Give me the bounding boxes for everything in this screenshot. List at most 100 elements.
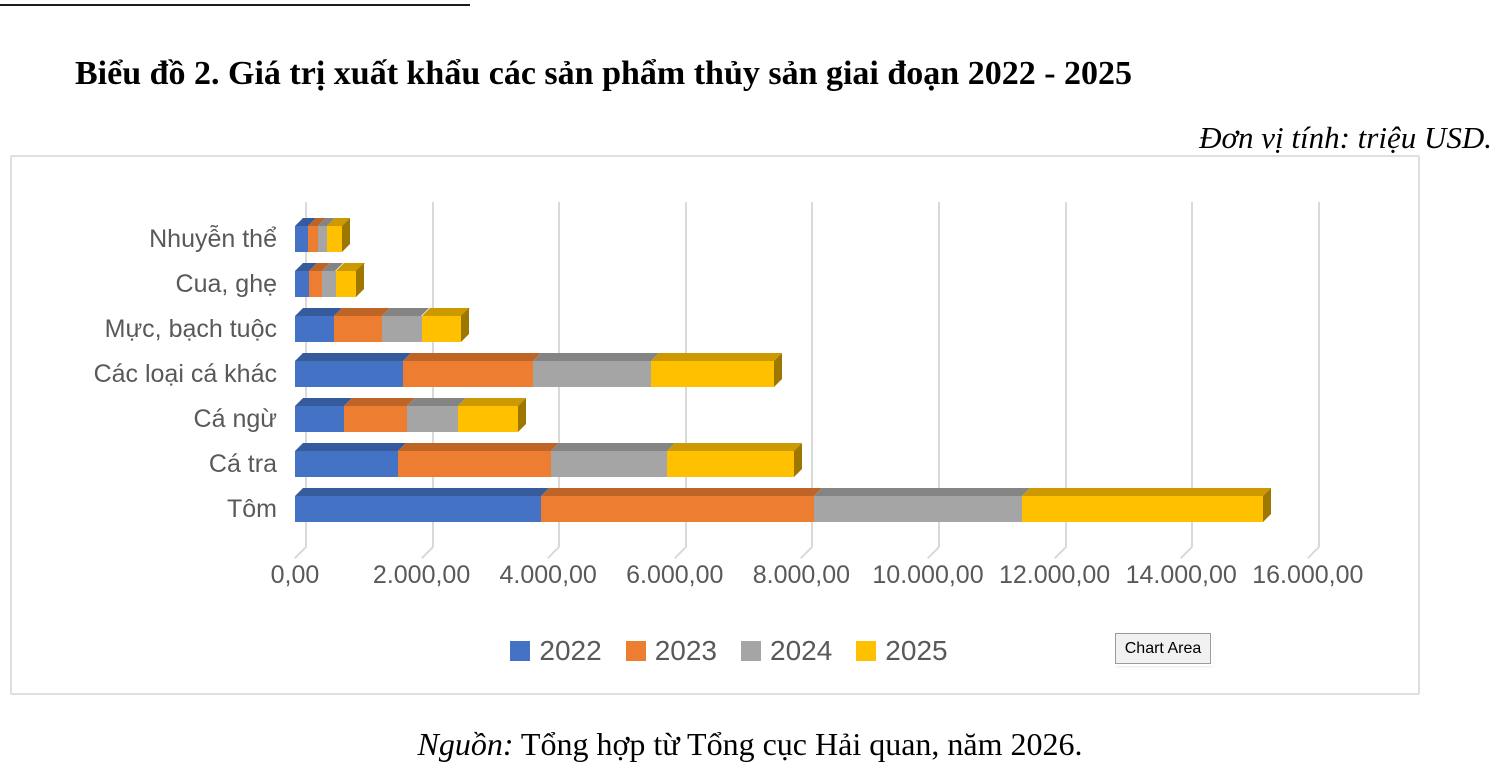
legend-label: 2023 bbox=[654, 635, 717, 666]
bar-segment-2023[interactable] bbox=[343, 398, 416, 432]
legend-swatch-icon bbox=[625, 641, 646, 661]
bar-segment-top-face bbox=[397, 443, 559, 451]
bar-segment-2023[interactable] bbox=[402, 353, 541, 387]
bar-segment-top-face bbox=[666, 443, 802, 451]
bar-segment-2025[interactable] bbox=[1022, 488, 1272, 522]
bar-row bbox=[12, 263, 1418, 297]
bar-end-cap bbox=[342, 218, 351, 252]
x-axis-tick-label: 6.000,00 bbox=[626, 561, 724, 589]
bar-segment-top-face bbox=[540, 488, 823, 496]
category-label: Nhuyễn thể bbox=[149, 225, 277, 253]
category-label: Cua, ghẹ bbox=[175, 270, 277, 298]
x-axis-tick-label: 16.000,00 bbox=[1252, 561, 1364, 589]
bar-row bbox=[12, 308, 1418, 342]
legend-item-2024[interactable]: 2024 bbox=[741, 635, 832, 667]
gridline-foot bbox=[673, 546, 687, 560]
bar-row bbox=[12, 218, 1418, 252]
bar-segment-2025[interactable] bbox=[457, 398, 526, 432]
bar-end-cap bbox=[356, 263, 365, 297]
bar-row bbox=[12, 488, 1418, 522]
x-axis-tick-label: 2.000,00 bbox=[372, 561, 471, 589]
bar-segment-2022[interactable] bbox=[295, 308, 343, 342]
legend-swatch-icon bbox=[510, 641, 531, 661]
legend-label: 2024 bbox=[770, 635, 833, 666]
source-text: Tổng hợp từ Tổng cục Hải quan, năm 2026. bbox=[513, 726, 1083, 762]
legend-swatch-icon bbox=[741, 641, 761, 661]
gridline-foot bbox=[420, 546, 434, 560]
gridline-foot bbox=[293, 546, 307, 560]
bar-segment-top-face bbox=[550, 443, 675, 451]
source-line: Nguồn: Tổng hợp từ Tổng cục Hải quan, nă… bbox=[0, 726, 1500, 763]
bar-segment-2025[interactable] bbox=[666, 443, 802, 477]
bar-segment-2022[interactable] bbox=[295, 488, 549, 522]
x-axis-tick-label: 14.000,00 bbox=[1125, 561, 1237, 589]
gridline bbox=[811, 202, 814, 547]
gridline-foot bbox=[547, 546, 560, 560]
legend-item-2023[interactable]: 2023 bbox=[625, 635, 717, 667]
legend-label: 2022 bbox=[539, 635, 602, 666]
bar-segment-top-face bbox=[457, 398, 526, 406]
bar-segment-top-face bbox=[814, 488, 1031, 496]
bar-segment-top-face bbox=[407, 398, 466, 406]
bar-segment-2025[interactable] bbox=[421, 308, 470, 342]
bar-segment-2024[interactable] bbox=[407, 398, 466, 432]
bar-segment-2022[interactable] bbox=[295, 353, 411, 387]
bar-segment-2024[interactable] bbox=[814, 488, 1031, 522]
bar-segment-2022[interactable] bbox=[295, 263, 317, 297]
gridline-foot bbox=[1053, 546, 1067, 560]
gridline-foot bbox=[800, 546, 814, 560]
bar-segment-2022[interactable] bbox=[295, 398, 352, 432]
bar-segment-2025[interactable] bbox=[650, 353, 782, 387]
bar-segment-top-face bbox=[402, 353, 541, 361]
bar-segment-2024[interactable] bbox=[533, 353, 659, 387]
bar-segment-top-face bbox=[650, 353, 782, 361]
bar-segment-2023[interactable] bbox=[307, 218, 326, 252]
bar-segment-2023[interactable] bbox=[334, 308, 391, 342]
top-border-line bbox=[0, 4, 470, 6]
bar-segment-2025[interactable] bbox=[335, 263, 365, 297]
bar-segment-2024[interactable] bbox=[322, 263, 344, 297]
unit-note: Đơn vị tính: triệu USD. bbox=[1199, 120, 1492, 155]
chart-area[interactable]: 2022 2023 2024 2025 Chart Area 0,00 2.000,00… bbox=[10, 155, 1420, 695]
bar-segment-2024[interactable] bbox=[550, 443, 675, 477]
bar-row bbox=[12, 398, 1418, 432]
bar-segment-top-face bbox=[343, 398, 416, 406]
bar-segment-2024[interactable] bbox=[317, 218, 336, 252]
bar-segment-2023[interactable] bbox=[397, 443, 559, 477]
bar-segment-2022[interactable] bbox=[295, 443, 406, 477]
source-prefix: Nguồn: bbox=[417, 726, 514, 762]
legend-item-2025[interactable]: 2025 bbox=[856, 635, 948, 667]
legend-swatch-icon bbox=[856, 641, 877, 661]
bar-segment-top-face bbox=[1022, 488, 1272, 496]
x-axis-tick-label: 0,00 bbox=[270, 561, 320, 589]
x-axis-tick-label: 12.000,00 bbox=[998, 561, 1111, 589]
bar-segment-2024[interactable] bbox=[382, 308, 430, 342]
category-label: Tôm bbox=[227, 495, 277, 523]
bar-end-cap bbox=[1263, 488, 1272, 522]
bar-segment-2025[interactable] bbox=[327, 218, 351, 252]
bar-segment-top-face bbox=[295, 353, 411, 361]
bar-segment-2023[interactable] bbox=[540, 488, 823, 522]
bar-row bbox=[12, 443, 1418, 477]
gridline-foot bbox=[1306, 546, 1320, 560]
category-label: Mực, bạch tuộc bbox=[104, 315, 277, 343]
bar-segment-2023[interactable] bbox=[308, 263, 331, 297]
bar-segment-2022[interactable] bbox=[295, 218, 316, 252]
legend-label: 2025 bbox=[885, 635, 948, 666]
bar-end-cap bbox=[793, 443, 802, 477]
category-label: Các loại cá khác bbox=[93, 360, 277, 388]
gridline-foot bbox=[1180, 546, 1193, 560]
x-axis-tick-label: 4.000,00 bbox=[499, 561, 597, 589]
category-label: Cá tra bbox=[208, 450, 277, 478]
bar-segment-top-face bbox=[295, 443, 406, 451]
x-axis-tick-label: 8.000,00 bbox=[752, 561, 851, 589]
bar-segment-top-face bbox=[295, 488, 549, 496]
category-label: Cá ngừ bbox=[193, 405, 277, 433]
chart-area-tooltip: Chart Area bbox=[1115, 633, 1211, 664]
bar-segment-top-face bbox=[533, 353, 659, 361]
chart-title: Biểu đồ 2. Giá trị xuất khẩu các sản phẩ… bbox=[75, 55, 1133, 92]
gridline-foot bbox=[926, 546, 940, 560]
gridline bbox=[938, 202, 940, 547]
bar-end-cap bbox=[517, 398, 526, 432]
legend-item-2022[interactable]: 2022 bbox=[510, 635, 602, 667]
